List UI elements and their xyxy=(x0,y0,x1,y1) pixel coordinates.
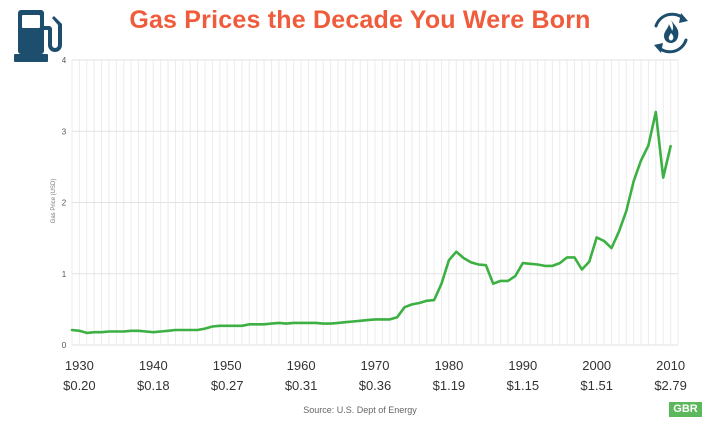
x-tick-price: $1.15 xyxy=(507,378,540,393)
x-tick-year: 1980 xyxy=(434,358,463,373)
y-axis-label: Gas Price (USD) xyxy=(51,179,57,224)
x-tick-year: 1990 xyxy=(508,358,537,373)
x-tick-price: $0.31 xyxy=(285,378,318,393)
y-tick-labels: 0 1 2 3 4 xyxy=(62,56,67,350)
source-note: Source: U.S. Dept of Energy xyxy=(303,405,417,415)
y-tick-label: 1 xyxy=(62,270,67,279)
gas-pump-icon xyxy=(14,8,70,69)
x-tick-year: 2000 xyxy=(582,358,611,373)
y-tick-label: 3 xyxy=(62,127,67,136)
y-tick-label: 4 xyxy=(62,56,67,65)
x-tick-year: 1930 xyxy=(65,358,94,373)
x-tick-price: $1.51 xyxy=(580,378,613,393)
x-tick-labels: 1930 $0.20 1940 $0.18 1950 $0.27 1960 $0.31 1970… xyxy=(63,358,687,393)
x-tick-price: $2.79 xyxy=(654,378,687,393)
x-tick-year: 1950 xyxy=(213,358,242,373)
x-tick-price: $1.19 xyxy=(433,378,466,393)
x-tick-price: $0.36 xyxy=(359,378,392,393)
x-tick-price: $0.20 xyxy=(63,378,96,393)
x-tick-year: 1970 xyxy=(361,358,390,373)
y-tick-label: 0 xyxy=(62,341,67,350)
x-tick-year: 2010 xyxy=(656,358,685,373)
x-tick-price: $0.18 xyxy=(137,378,170,393)
y-tick-label: 2 xyxy=(62,199,67,208)
gas-price-line xyxy=(70,110,672,335)
x-tick-price: $0.27 xyxy=(211,378,244,393)
chart-grid xyxy=(71,59,679,346)
x-tick-year: 1960 xyxy=(287,358,316,373)
gbr-badge: GBR xyxy=(669,402,702,417)
x-tick-year: 1940 xyxy=(139,358,168,373)
chart-title: Gas Prices the Decade You Were Born xyxy=(129,6,591,34)
flame-cycle-icon xyxy=(648,10,694,61)
